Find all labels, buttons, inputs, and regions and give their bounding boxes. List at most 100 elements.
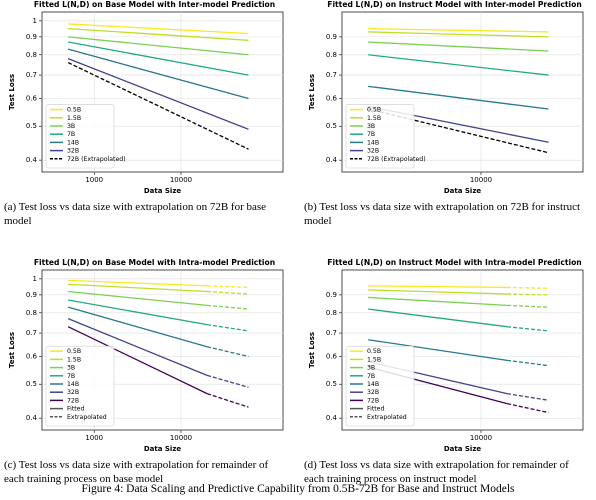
series-line (368, 289, 508, 295)
series-line (68, 36, 249, 56)
legend-label: 1.5B (67, 356, 81, 363)
x-tick-label: 10000 (470, 176, 492, 184)
legend-label: Extrapolated (367, 414, 407, 421)
series-line (68, 23, 249, 35)
series-line (506, 392, 549, 401)
y-tick-label: 0.7 (326, 71, 337, 79)
legend-label: 14B (67, 139, 79, 146)
y-tick-label: 0.5 (26, 380, 37, 388)
series-line (507, 304, 549, 308)
legend-label: 3B (367, 365, 375, 372)
legend-label: 1.5B (67, 115, 81, 122)
legend-label: 32B (367, 389, 379, 396)
legend-label: 14B (67, 381, 79, 388)
x-axis-label: Data Size (444, 187, 482, 195)
y-tick-label: 0.6 (326, 353, 338, 361)
legend-label: 7B (367, 131, 375, 138)
x-axis-label: Data Size (444, 445, 482, 453)
series-line (68, 290, 208, 307)
y-tick-label: 0.5 (326, 122, 337, 130)
y-tick-label: 0.6 (326, 95, 338, 103)
legend-box (345, 104, 415, 169)
legend-label: 32B (67, 148, 79, 155)
y-tick-label: 0.8 (326, 51, 337, 59)
y-tick-label: 0.8 (326, 309, 337, 317)
series-line (67, 306, 208, 348)
chart-title: Fitted L(N,D) on Base Model with Intra-m… (34, 258, 275, 267)
series-line (368, 285, 508, 289)
series-line (206, 393, 249, 408)
series-line (67, 61, 249, 150)
x-tick-label: 10000 (170, 434, 192, 442)
series-line (207, 290, 249, 295)
series-line (368, 85, 549, 110)
series-line (67, 317, 208, 376)
series-line (67, 41, 249, 76)
series-line (507, 293, 549, 296)
x-tick-label: 1000 (85, 176, 103, 184)
legend-label: 7B (367, 373, 375, 380)
y-tick-label: 0.5 (26, 122, 37, 130)
legend-label: 32B (67, 389, 79, 396)
series-line (368, 308, 508, 328)
series-line (207, 304, 249, 310)
y-axis-label: Test Loss (308, 74, 316, 110)
legend-label: 0.5B (67, 348, 81, 355)
series-line (68, 279, 208, 287)
legend-label: 1.5B (367, 356, 381, 363)
series-line (507, 359, 549, 367)
y-tick-label: 0.7 (26, 71, 37, 79)
y-tick-label: 0.9 (326, 33, 337, 41)
y-tick-label: 0.4 (326, 414, 338, 422)
legend-box (45, 345, 115, 427)
legend-label: 3B (367, 123, 375, 130)
legend-label: Extrapolated (67, 414, 107, 421)
legend-label: 72B (367, 397, 379, 404)
legend-box (345, 345, 415, 427)
y-tick-label: 0.4 (26, 414, 38, 422)
series-line (368, 296, 508, 307)
y-tick-label: 0.7 (326, 329, 337, 337)
y-tick-label: 1 (33, 275, 37, 283)
series-line (68, 28, 249, 41)
subfigure-caption: (a) Test loss vs data size with extrapol… (4, 201, 267, 227)
x-tick-label: 10000 (170, 176, 192, 184)
y-tick-label: 0.4 (326, 156, 338, 164)
legend-label: 7B (67, 373, 75, 380)
series-line (207, 285, 249, 289)
y-tick-label: 0.8 (26, 309, 37, 317)
y-tick-label: 0.5 (326, 380, 337, 388)
legend-label: Fitted (367, 406, 384, 413)
series-line (67, 58, 249, 130)
series-line (368, 31, 549, 38)
y-tick-label: 0.6 (26, 95, 38, 103)
y-axis-label: Test Loss (8, 74, 16, 110)
series-line (368, 339, 508, 362)
y-tick-label: 1 (33, 17, 37, 25)
legend-label: Fitted (67, 406, 84, 413)
legend-label: 32B (367, 148, 379, 155)
x-axis-label: Data Size (144, 445, 182, 453)
y-axis-label: Test Loss (308, 332, 316, 368)
series-line (206, 323, 249, 332)
y-tick-label: 0.8 (26, 51, 37, 59)
x-tick-label: 10000 (470, 434, 492, 442)
series-line (67, 48, 249, 100)
legend-label: 7B (67, 131, 75, 138)
figure-caption: Figure 4: Data Scaling and Predictive Ca… (81, 483, 515, 495)
subfigure-caption: (d) Test loss vs data size with extrapol… (304, 459, 569, 485)
x-tick-label: 1000 (85, 434, 103, 442)
chart-title: Fitted L(N,D) on Instruct Model with Int… (327, 0, 581, 9)
legend-label: 14B (367, 381, 379, 388)
series-line (368, 54, 549, 76)
series-line (206, 346, 249, 358)
series-line (368, 41, 549, 52)
subfigure-caption: (c) Test loss vs data size with extrapol… (4, 459, 269, 485)
y-axis-label: Test Loss (8, 332, 16, 368)
series-line (507, 286, 549, 289)
y-tick-label: 0.4 (26, 156, 38, 164)
series-line (506, 403, 549, 414)
legend-box (45, 104, 115, 169)
